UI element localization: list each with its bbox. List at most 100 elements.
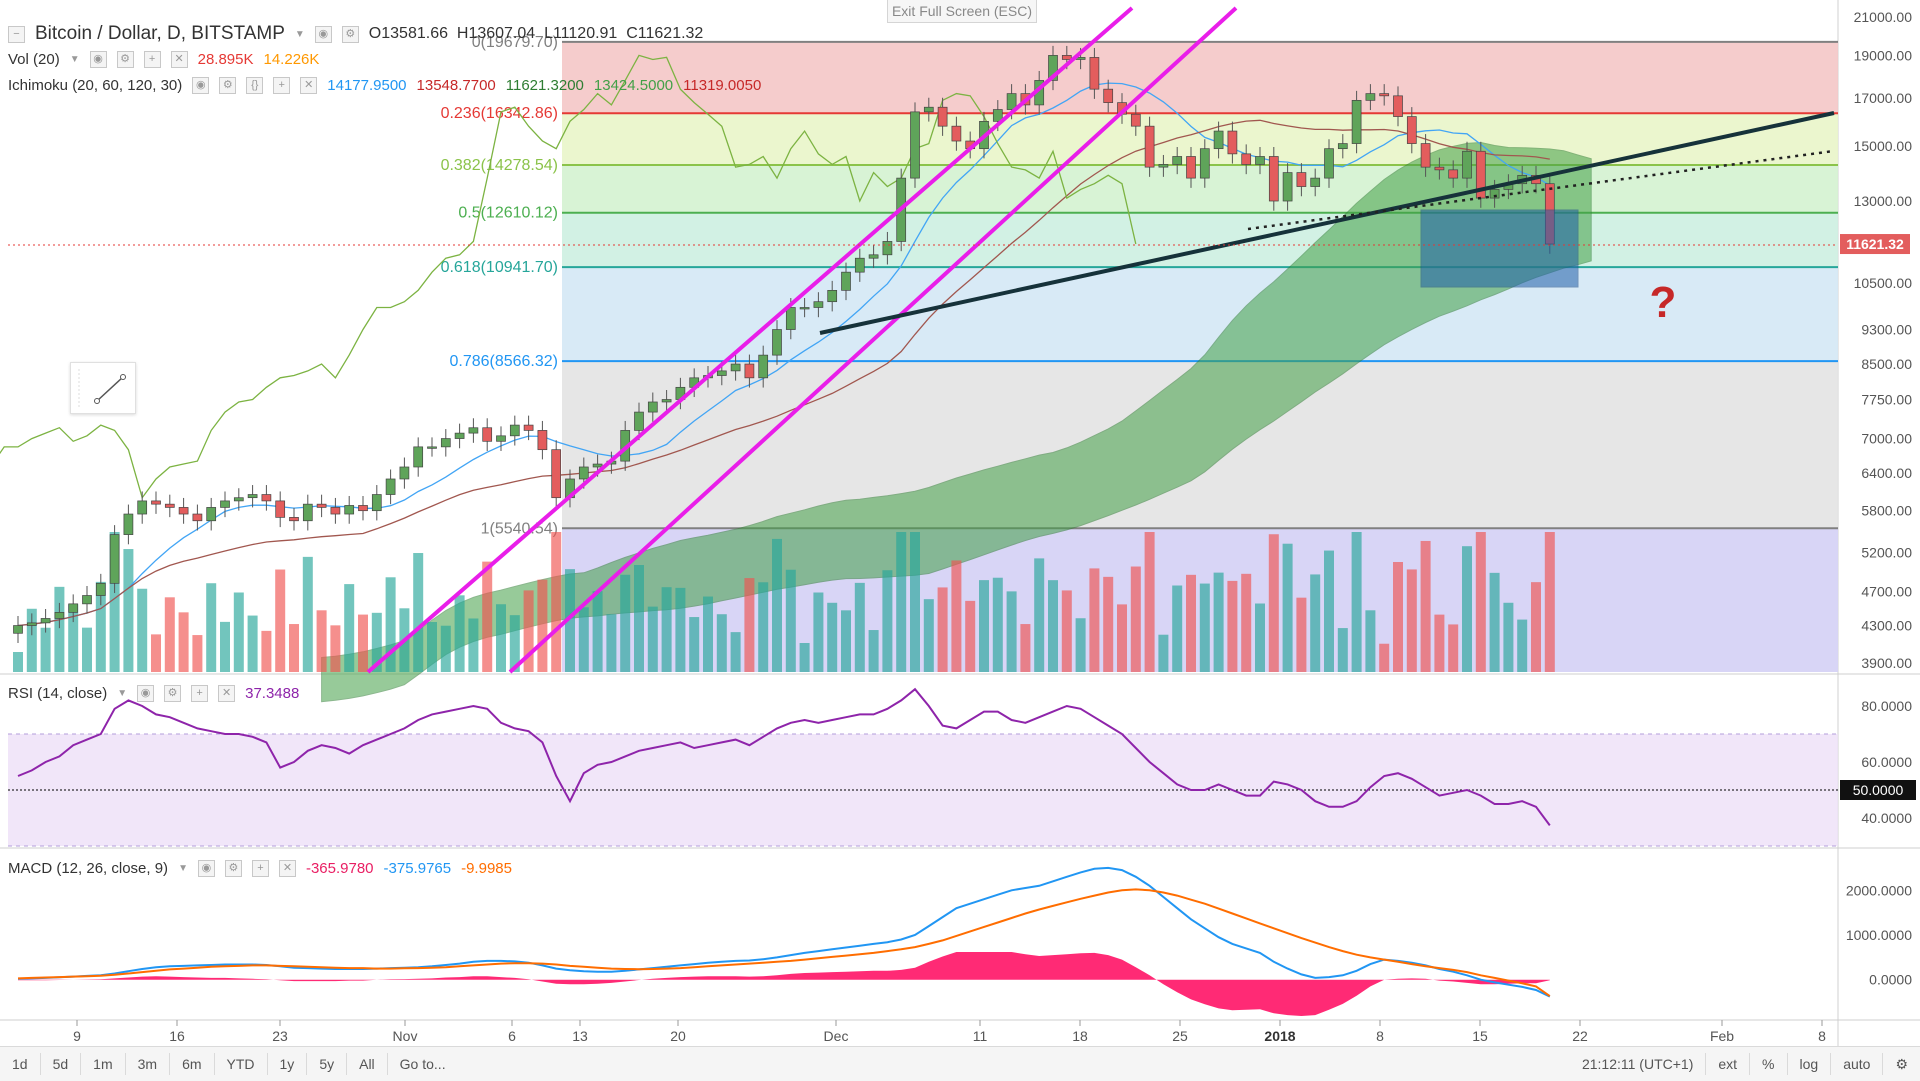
line-tool-button[interactable] (70, 362, 136, 414)
volume-bar (289, 624, 299, 672)
close-icon[interactable]: ✕ (170, 50, 188, 68)
candle-body (1462, 150, 1472, 179)
ichimoku-cloud (321, 141, 1592, 703)
price-axis-label: 13000.00 (1854, 193, 1913, 209)
candle-body (1310, 177, 1321, 187)
volume-bar (40, 627, 51, 672)
close-icon[interactable]: ✕ (300, 76, 318, 94)
add-icon[interactable]: + (143, 50, 161, 68)
gear-icon[interactable]: ⚙ (341, 25, 359, 43)
gear-icon[interactable]: ⚙ (116, 50, 134, 68)
rsi-axis-label: 60.0000 (1861, 754, 1912, 770)
log-toggle[interactable]: log (1799, 1056, 1819, 1072)
auto-toggle[interactable]: auto (1843, 1056, 1871, 1072)
x-axis-label: 9 (73, 1028, 81, 1044)
candle-body (1448, 169, 1459, 179)
fib-level-label: 0.618(10941.70) (441, 259, 558, 276)
volume-bar (827, 602, 838, 672)
add-icon[interactable]: + (191, 684, 209, 702)
open-value: 13581.66 (381, 25, 448, 42)
rsi-axis-label: 80.0000 (1861, 698, 1912, 714)
volume-bar (192, 635, 203, 672)
candle-body (220, 500, 230, 508)
percent-toggle[interactable]: % (1762, 1056, 1775, 1072)
gear-icon[interactable]: ⚙ (1895, 1055, 1908, 1072)
bottom-toolbar: 1d 5d 1m 3m 6m YTD 1y 5y All Go to... 21… (0, 1046, 1920, 1081)
macd-label[interactable]: MACD (12, 26, close, 9) (8, 859, 169, 877)
volume-label[interactable]: Vol (20) (8, 50, 60, 68)
candle-body (951, 125, 962, 142)
chevron-down-icon[interactable]: ▼ (178, 862, 188, 874)
divider (1882, 1053, 1884, 1075)
eye-icon[interactable]: ◉ (137, 684, 155, 702)
divider (169, 1053, 171, 1075)
volume-bar (275, 569, 286, 672)
candle-body (344, 505, 355, 515)
volume-bar (647, 606, 658, 672)
volume-bar (592, 591, 603, 672)
candle-body (509, 424, 520, 437)
gear-icon[interactable]: ⚙ (164, 684, 182, 702)
price-axis-label: 8500.00 (1861, 356, 1912, 372)
candle-body (1351, 99, 1362, 144)
fib-level-label: 0.5(12610.12) (458, 205, 558, 222)
divider (266, 1053, 268, 1075)
volume-bar (1393, 562, 1403, 672)
volume-bar (178, 612, 189, 672)
ichimoku-conversion-line (17, 82, 1551, 627)
volume-bar (565, 569, 575, 672)
collapse-icon[interactable]: − (8, 25, 25, 43)
chevron-down-icon[interactable]: ▼ (117, 687, 128, 699)
ichimoku-value: 14177.9500 (327, 76, 407, 94)
rsi-line (17, 687, 1551, 826)
macd-histogram (18, 952, 1550, 1016)
eye-icon[interactable]: ◉ (89, 50, 107, 68)
close-icon[interactable]: ✕ (218, 684, 236, 702)
volume-bar (385, 577, 396, 672)
candle-body (1365, 93, 1376, 101)
ext-toggle[interactable]: ext (1718, 1056, 1738, 1072)
gear-icon[interactable]: ⚙ (219, 76, 237, 94)
volume-bar (1103, 576, 1114, 672)
goto-button[interactable]: Go to... (399, 1056, 446, 1072)
range-ytd[interactable]: YTD (226, 1056, 255, 1072)
candle-body (772, 329, 782, 356)
volume-bar (910, 532, 920, 672)
close-icon[interactable]: ✕ (278, 859, 296, 877)
clock-readout[interactable]: 21:12:11 (UTC+1) (1581, 1056, 1694, 1072)
ichimoku-label[interactable]: Ichimoku (20, 60, 120, 30) (8, 76, 183, 94)
exit-fullscreen-button[interactable]: Exit Full Screen (ESC) (887, 0, 1037, 23)
range-all[interactable]: All (359, 1056, 375, 1072)
price-axis-label: 4700.00 (1861, 583, 1912, 599)
candle-body (1061, 55, 1072, 60)
eye-icon[interactable]: ◉ (314, 25, 332, 43)
candle-body (482, 427, 493, 442)
add-icon[interactable]: + (251, 859, 269, 877)
range-3m[interactable]: 3m (137, 1056, 158, 1072)
range-5d[interactable]: 5d (52, 1056, 69, 1072)
candle-body (1296, 172, 1307, 187)
range-1m[interactable]: 1m (93, 1056, 113, 1072)
candle-body (868, 254, 879, 259)
volume-bar (634, 565, 644, 672)
eye-icon[interactable]: ◉ (192, 76, 210, 94)
range-1y[interactable]: 1y (279, 1056, 295, 1072)
range-1d[interactable]: 1d (12, 1056, 28, 1072)
fib-level-label: 0.786(8566.32) (449, 353, 558, 370)
eye-icon[interactable]: ◉ (197, 859, 215, 877)
volume-bar (371, 612, 382, 672)
source-icon[interactable]: {} (246, 76, 264, 94)
candle-body (1241, 153, 1252, 165)
symbol-title[interactable]: Bitcoin / Dollar, D, BITSTAMP (35, 23, 285, 44)
price-axis-label: 5200.00 (1861, 545, 1912, 561)
gear-icon[interactable]: ⚙ (224, 859, 242, 877)
volume-bar (247, 615, 258, 672)
chevron-down-icon[interactable]: ▼ (69, 53, 80, 65)
add-icon[interactable]: + (273, 76, 291, 94)
price-axis-label: 7000.00 (1861, 431, 1912, 447)
chevron-down-icon[interactable]: ▼ (294, 28, 305, 40)
range-6m[interactable]: 6m (182, 1056, 202, 1072)
range-5y[interactable]: 5y (319, 1056, 335, 1072)
rsi-label[interactable]: RSI (14, close) (8, 684, 108, 702)
